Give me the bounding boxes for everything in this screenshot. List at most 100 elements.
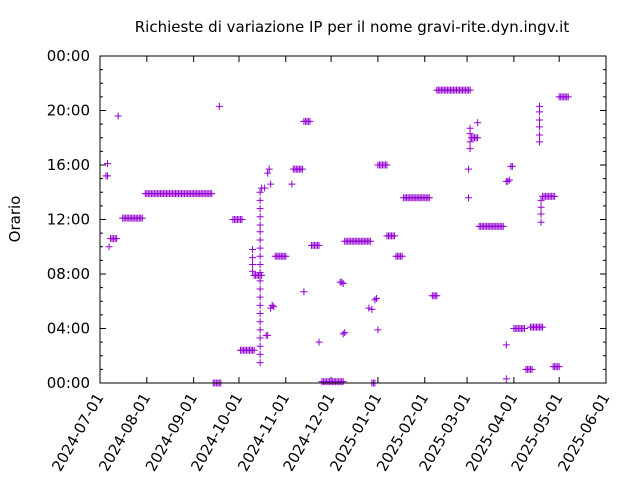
data-point bbox=[315, 338, 323, 346]
data-point bbox=[466, 145, 474, 153]
data-point bbox=[537, 218, 545, 226]
data-point bbox=[264, 169, 272, 177]
data-point bbox=[433, 292, 441, 300]
data-point bbox=[256, 326, 264, 334]
data-point bbox=[113, 235, 121, 243]
y-tick-label: 04:00 bbox=[47, 320, 90, 338]
data-point bbox=[502, 375, 510, 383]
data-point bbox=[268, 301, 276, 309]
y-tick-label: 16:00 bbox=[47, 156, 90, 174]
data-point bbox=[288, 180, 296, 188]
y-tick-label: 20:00 bbox=[47, 102, 90, 120]
y-tick-label: 00:00 bbox=[47, 47, 90, 65]
data-point bbox=[539, 323, 547, 331]
data-point bbox=[339, 378, 347, 386]
data-point bbox=[465, 194, 473, 202]
data-point bbox=[208, 190, 216, 198]
data-point bbox=[341, 329, 349, 337]
data-point bbox=[365, 304, 373, 312]
data-point bbox=[537, 210, 545, 218]
data-point bbox=[256, 359, 264, 367]
x-tick-labels: 2024-07-012024-08-012024-09-012024-10-01… bbox=[48, 390, 613, 475]
data-point bbox=[265, 165, 273, 173]
data-point bbox=[536, 123, 544, 131]
data-point bbox=[505, 176, 513, 184]
data-point bbox=[270, 303, 278, 311]
data-point bbox=[256, 236, 264, 244]
data-point bbox=[256, 334, 264, 342]
data-point bbox=[256, 318, 264, 326]
data-point bbox=[315, 241, 323, 249]
data-point bbox=[306, 117, 314, 125]
data-point bbox=[508, 162, 516, 170]
data-point bbox=[466, 86, 474, 94]
data-point bbox=[537, 196, 545, 204]
data-point bbox=[372, 295, 380, 303]
data-point bbox=[425, 194, 433, 202]
data-point bbox=[256, 196, 264, 204]
data-point bbox=[250, 346, 258, 354]
data-point bbox=[267, 180, 275, 188]
data-point bbox=[536, 131, 544, 139]
data-point bbox=[114, 112, 122, 120]
data-point bbox=[256, 301, 264, 309]
data-point bbox=[104, 172, 112, 180]
chart-title: Richieste di variazione IP per il nome g… bbox=[135, 18, 570, 36]
axis-ticks bbox=[99, 55, 607, 384]
data-point bbox=[465, 165, 473, 173]
data-point bbox=[249, 254, 257, 262]
data-point bbox=[338, 278, 346, 286]
data-point bbox=[256, 350, 264, 358]
data-point bbox=[466, 124, 474, 132]
data-point bbox=[339, 280, 347, 288]
data-point bbox=[138, 214, 146, 222]
data-point bbox=[282, 252, 290, 260]
data-point bbox=[391, 232, 399, 240]
data-point bbox=[499, 222, 507, 230]
data-point bbox=[256, 221, 264, 229]
data-point bbox=[256, 205, 264, 213]
data-point bbox=[298, 165, 306, 173]
data-point bbox=[256, 293, 264, 301]
data-point bbox=[249, 245, 257, 253]
data-point bbox=[398, 252, 406, 260]
data-point bbox=[564, 93, 572, 101]
data-point bbox=[366, 237, 374, 245]
data-point bbox=[249, 267, 257, 275]
data-point bbox=[264, 331, 272, 339]
data-point bbox=[339, 330, 347, 338]
data-point bbox=[105, 243, 113, 251]
data-point bbox=[256, 310, 264, 318]
data-point bbox=[504, 177, 512, 185]
data-point bbox=[300, 288, 308, 296]
data-point bbox=[256, 252, 264, 260]
data-point bbox=[256, 228, 264, 236]
data-point bbox=[371, 296, 379, 304]
y-tick-labels: 00:00 04:00 08:00 12:00 16:00 20:00 00:00 bbox=[47, 47, 90, 392]
data-point bbox=[536, 138, 544, 146]
data-point bbox=[215, 102, 223, 110]
y-tick-label: 08:00 bbox=[47, 265, 90, 283]
data-point bbox=[368, 305, 376, 313]
data-points bbox=[102, 86, 572, 387]
data-point bbox=[104, 160, 112, 168]
data-point bbox=[256, 342, 264, 350]
data-point bbox=[256, 285, 264, 293]
data-point bbox=[261, 184, 269, 192]
data-point bbox=[256, 188, 264, 196]
data-point bbox=[256, 244, 264, 252]
y-tick-label: 12:00 bbox=[47, 211, 90, 229]
data-point bbox=[256, 269, 264, 277]
data-point bbox=[555, 363, 563, 371]
data-point bbox=[474, 134, 482, 142]
data-point bbox=[256, 260, 264, 268]
data-point bbox=[536, 116, 544, 124]
data-point bbox=[551, 192, 559, 200]
y-axis-label: Orario bbox=[6, 196, 24, 243]
data-point bbox=[502, 341, 510, 349]
data-point bbox=[466, 138, 474, 146]
y-tick-label: 00:00 bbox=[47, 374, 90, 392]
data-point bbox=[383, 161, 391, 169]
data-point bbox=[536, 102, 544, 110]
